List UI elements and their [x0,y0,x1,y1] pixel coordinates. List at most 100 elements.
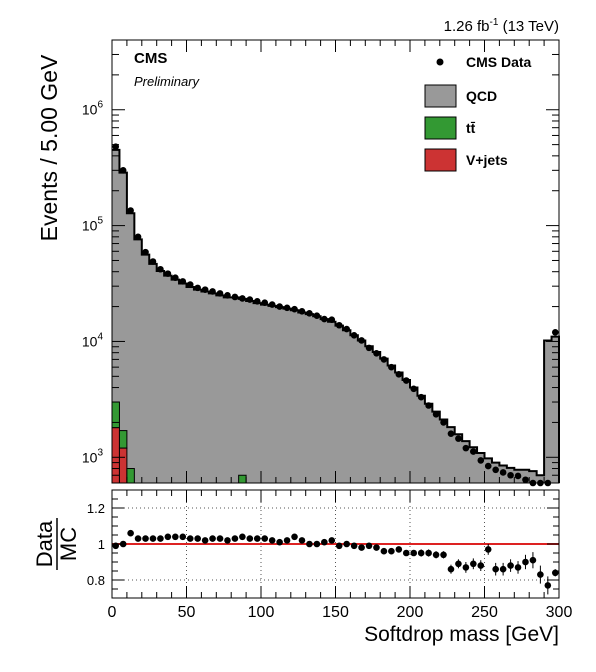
data-point [119,167,127,174]
data-point [253,298,261,305]
data-point [216,290,224,297]
ratio-y-label-numerator: Data [32,520,57,567]
data-point [201,286,209,293]
main-y-tick-label: 104 [82,331,104,349]
ratio-point [291,533,298,541]
data-point [179,278,187,285]
ratio-point [276,538,283,546]
x-tick-label: 150 [322,604,349,621]
ratio-point [142,535,149,542]
data-point [447,430,455,437]
ratio-point [440,551,447,559]
ttbar-bin [118,430,128,449]
data-point [551,328,559,336]
ratio-point [544,582,552,589]
ratio-point [306,540,313,548]
ratio-point [261,535,269,542]
legend-swatch [424,116,457,140]
ratio-point [186,535,194,542]
data-point [335,321,343,329]
main-y-tick-label: 105 [82,216,104,234]
ratio-point [395,546,403,553]
data-point [514,472,522,480]
legend-label: V+jets [466,152,508,168]
ratio-point [470,560,477,568]
data-point [440,419,447,426]
ratio-point [157,535,164,542]
data-point [172,274,179,282]
data-point [358,337,365,344]
main-plot-area [111,143,560,487]
main-y-ticks: 103 104 105 106 [82,39,559,484]
ratio-point [253,535,261,542]
ratio-point [246,535,254,542]
main-histogram-panel: 103 104 105 106 CMS Preliminary CMS Data QCD… [36,39,560,487]
ratio-point [164,533,172,541]
stack-outline [112,148,560,483]
ratio-point [268,537,276,544]
data-point [365,344,373,352]
x-tick-label: 100 [248,604,275,621]
legend-label: tt̄ [466,120,476,136]
main-y-axis-label: Events / 5.00 GeV [36,54,62,241]
ratio-point [321,538,328,546]
ratio-point [134,535,142,542]
ratio-point [507,562,514,569]
luminosity-label: 1.26 fb-1 (13 TeV) [444,17,559,35]
data-point [477,457,485,464]
data-point [343,325,350,333]
ratio-panel: 0.8 1 1.2 0 50 100 150 200 250 300 Data MC Softd… [32,489,572,646]
data-point [380,356,388,363]
ttbar-bin [238,474,247,484]
ratio-x-ticks: 0 50 100 150 200 250 300 [108,490,572,621]
data-point [209,288,216,295]
ratio-point [335,542,343,550]
ratio-point [283,537,291,544]
data-point [455,435,462,442]
data-point [239,295,246,302]
x-tick-label: 200 [397,604,424,621]
ratio-point [350,542,358,550]
ratio-y-ticks: 0.8 1 1.2 [87,489,559,599]
ratio-point [410,549,418,557]
ratio-point [313,540,321,548]
ratio-y-tick-label: 1 [98,537,105,552]
data-point [142,248,149,256]
data-point [298,308,306,315]
vjets-bin [111,427,120,484]
x-tick-label: 0 [108,604,117,621]
data-point [499,469,507,476]
ratio-point [477,562,485,569]
data-point [373,350,380,357]
data-point [127,207,134,214]
data-point [350,331,358,339]
data-point [164,270,172,277]
ratio-point [529,556,537,564]
ratio-y-label-denominator: MC [56,527,81,561]
ratio-y-tick-label: 1.2 [87,501,105,516]
ratio-point [484,546,492,553]
ratio-point [127,529,134,537]
ratio-point [179,533,187,541]
ratio-point [112,542,120,550]
ratio-point [194,535,201,542]
legend-swatch [424,148,457,172]
ratio-point [551,569,559,577]
data-point [291,305,298,313]
x-tick-label: 50 [178,604,196,621]
legend: CMS Data QCD tt̄ V+jets [424,54,532,172]
main-y-tick-label: 103 [82,447,104,465]
data-point [306,309,313,317]
data-point [410,385,418,393]
data-point [246,296,254,303]
data-point [402,377,410,384]
status-label: Preliminary [134,74,201,89]
ratio-point [402,549,410,557]
data-point [321,315,328,323]
data-point [157,265,164,273]
ratio-point [514,564,522,571]
data-point [470,448,477,455]
legend-label: CMS Data [466,54,532,70]
ratio-point [388,547,395,555]
x-tick-label: 250 [471,604,498,621]
